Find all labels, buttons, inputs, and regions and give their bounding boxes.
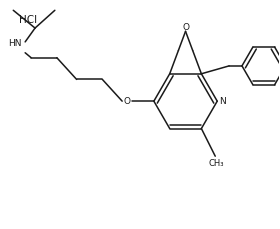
Text: O: O [182,23,189,32]
Text: HN: HN [8,39,22,48]
Text: N: N [219,97,226,106]
Text: O: O [124,97,131,106]
Text: HCl: HCl [19,15,37,25]
Text: CH₃: CH₃ [209,159,224,168]
